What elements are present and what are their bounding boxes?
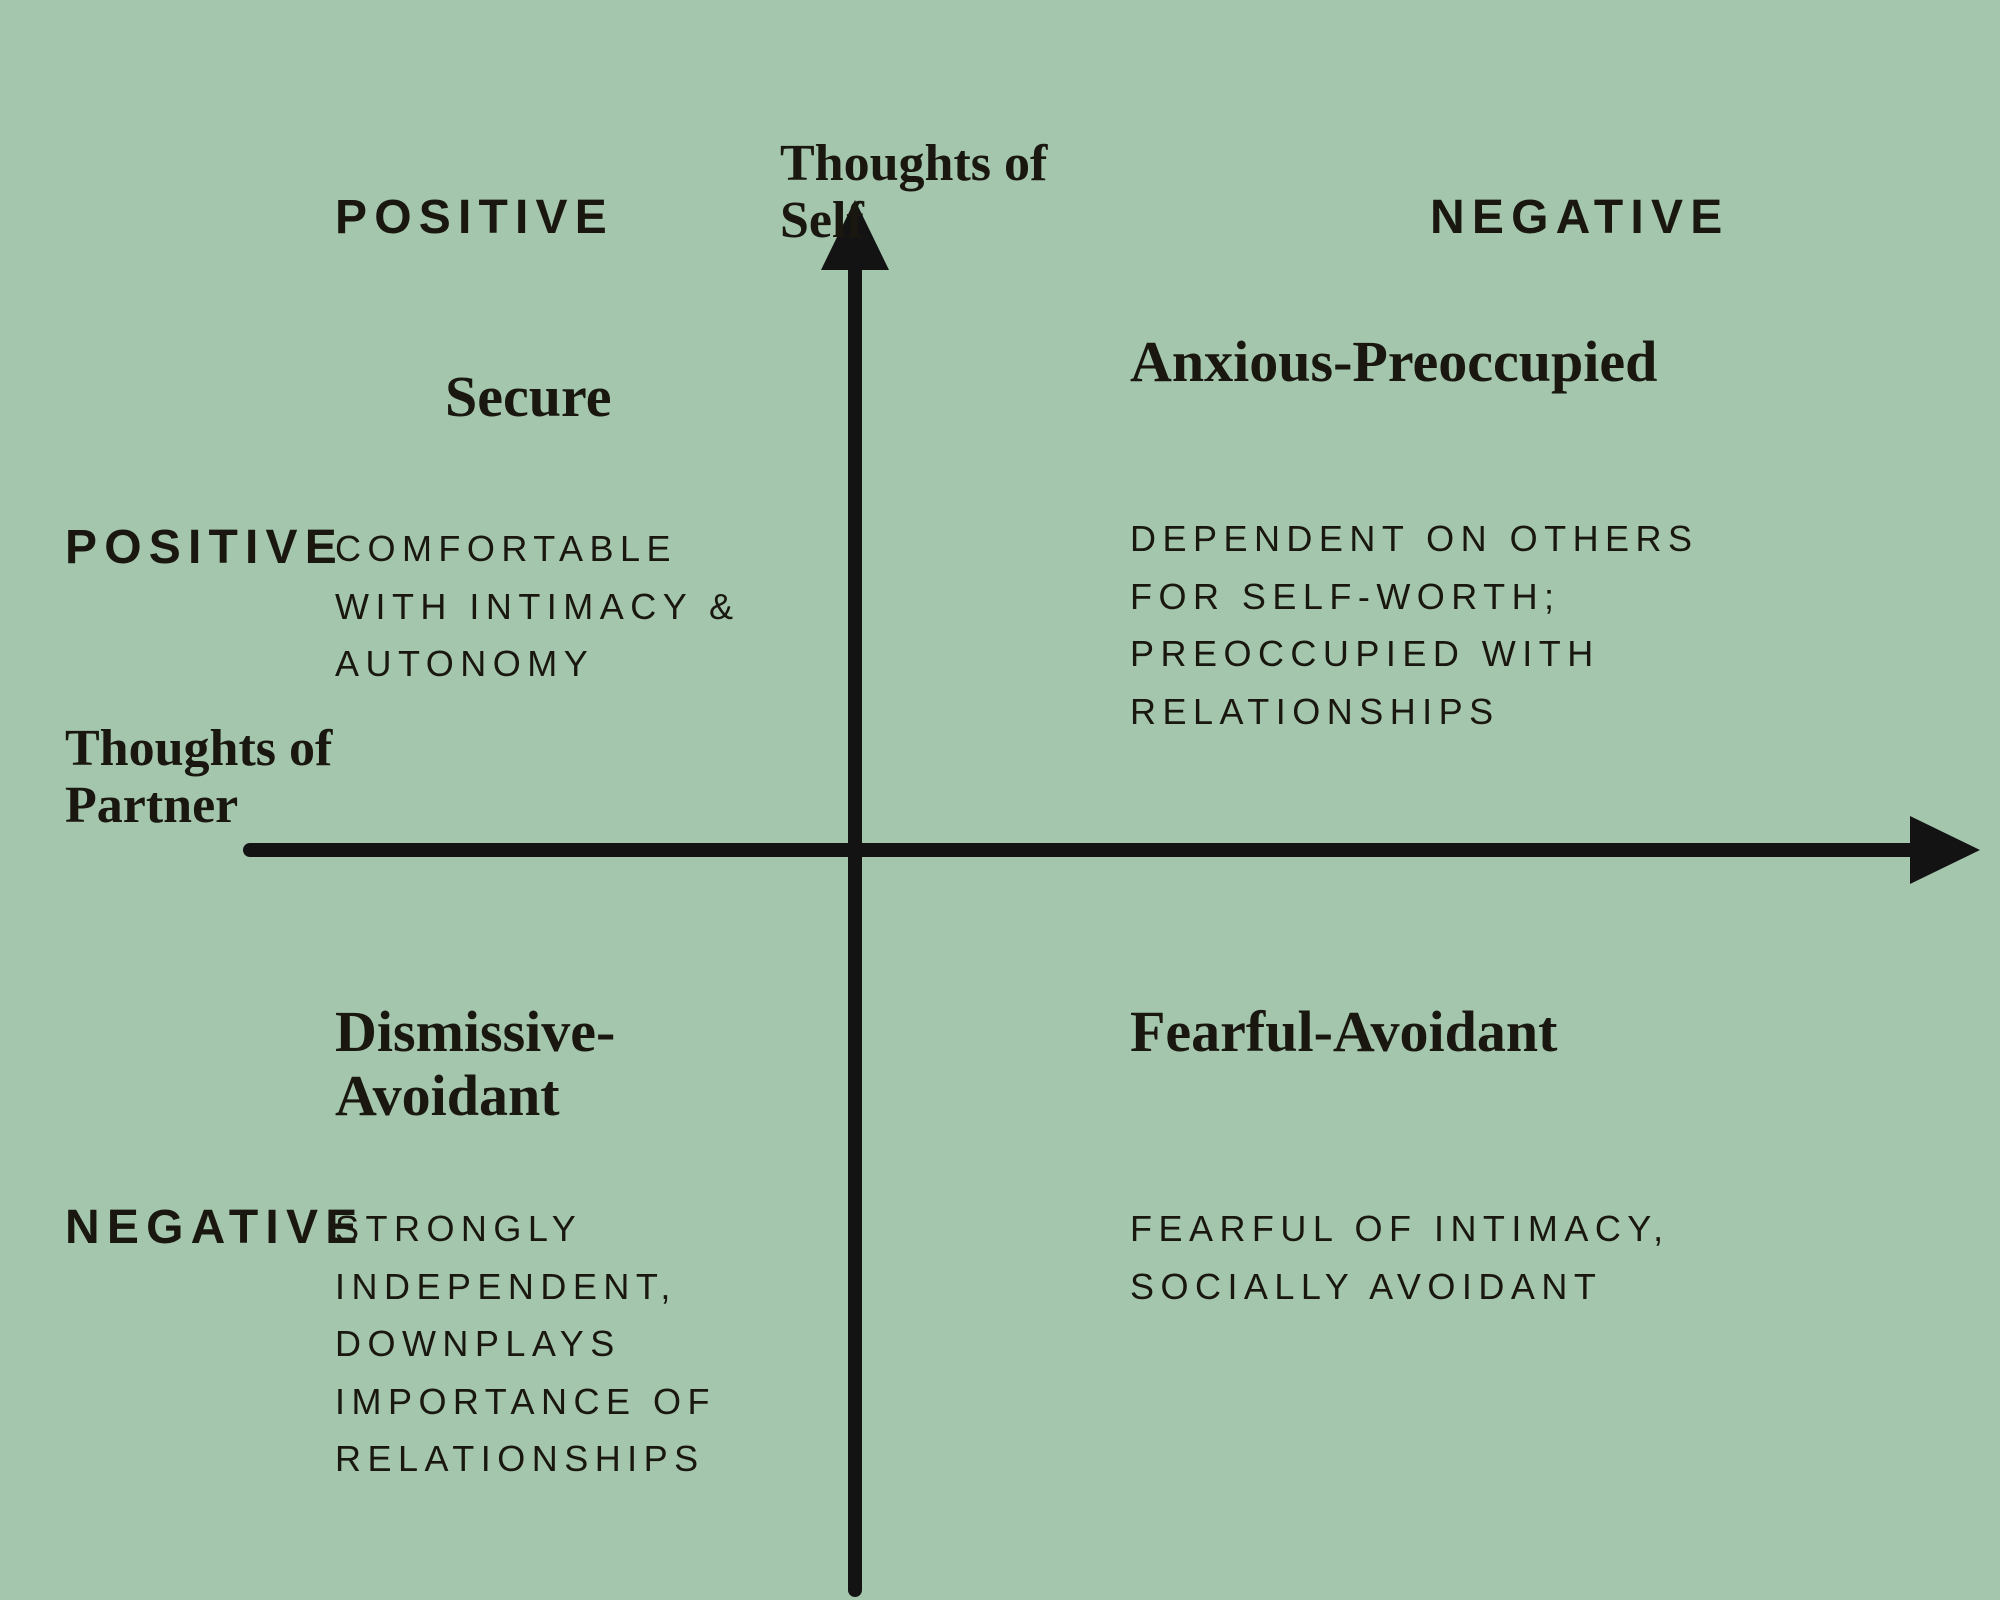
quadrant-dismissive-title: Dismissive-Avoidant xyxy=(335,1000,835,1128)
quadrant-fearful-desc: FEARFUL OF INTIMACY, SOCIALLY AVOIDANT xyxy=(1130,1200,1690,1315)
quadrant-fearful-title: Fearful-Avoidant xyxy=(1130,1000,1630,1064)
col-right-negative-label: NEGATIVE xyxy=(1430,190,1729,245)
quadrant-anxious-desc: DEPENDENT ON OTHERS FOR SELF-WORTH; PREO… xyxy=(1130,510,1800,740)
quadrant-dismissive-desc: STRONGLY INDEPENDENT, DOWNPLAYS IMPORTAN… xyxy=(335,1200,895,1488)
diagram-canvas: Thoughts of Self POSITIVE NEGATIVE Thoug… xyxy=(0,0,2000,1600)
axis-horizontal-title: Thoughts of Partner xyxy=(65,720,365,834)
row-top-positive-label: POSITIVE xyxy=(65,520,344,575)
quadrant-secure-desc: COMFORTABLE WITH INTIMACY & AUTONOMY xyxy=(335,520,805,693)
axis-vertical-title: Thoughts of Self xyxy=(780,135,1130,249)
col-left-positive-label: POSITIVE xyxy=(335,190,614,245)
row-bottom-negative-label: NEGATIVE xyxy=(65,1200,364,1255)
axis-horizontal-arrowhead xyxy=(1910,816,1980,884)
quadrant-secure-title: Secure xyxy=(445,365,611,429)
quadrant-anxious-title: Anxious-Preoccupied xyxy=(1130,330,1730,394)
